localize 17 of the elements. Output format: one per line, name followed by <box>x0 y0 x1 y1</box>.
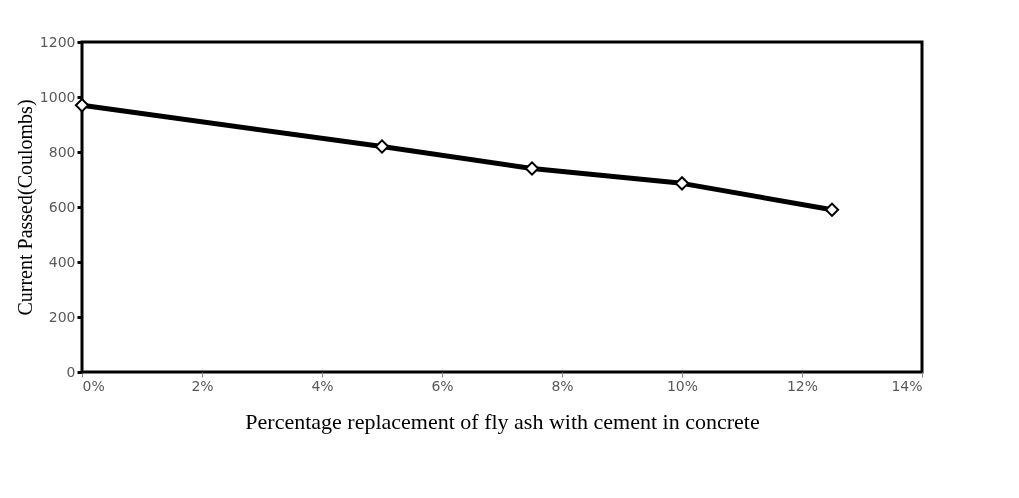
y-tick-label: 1200 <box>39 33 76 50</box>
y-tick-label: 800 <box>48 143 76 160</box>
y-tick-label: 0 <box>66 363 76 380</box>
x-tick-label: 2% <box>191 377 214 394</box>
x-tick-label: 10% <box>666 377 699 394</box>
y-axis-title: Current Passed(Coulombs) <box>13 99 37 316</box>
y-tick-label: 1000 <box>39 88 76 105</box>
y-tick-label: 400 <box>48 253 76 270</box>
x-tick-label: 0% <box>82 377 105 394</box>
x-tick-label: 4% <box>311 377 334 394</box>
x-tick-label: 6% <box>431 377 454 394</box>
x-tick-label: 14% <box>891 377 923 394</box>
x-axis-title: Percentage replacement of fly ash with cement in concrete <box>245 408 760 434</box>
x-tick-label: 8% <box>551 377 574 394</box>
y-tick-label: 200 <box>48 308 76 325</box>
x-tick-label: 12% <box>786 377 819 394</box>
y-tick-label: 600 <box>48 198 76 215</box>
